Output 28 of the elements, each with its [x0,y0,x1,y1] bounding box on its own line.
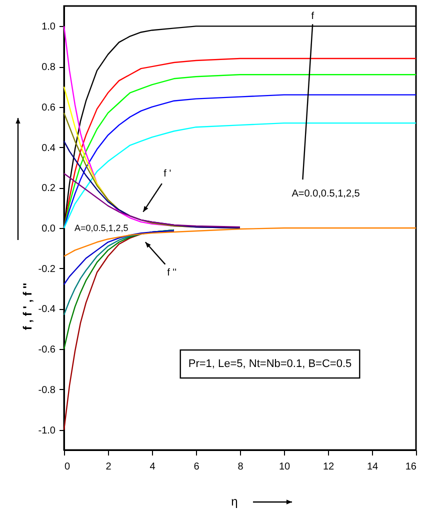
x-tick-label: 16 [405,462,417,472]
annotation: Pr=1, Le=5, Nt=Nb=0.1, B=C=0.5 [188,358,352,370]
y-tick-label: -1.0 [38,425,56,436]
y-tick-label: -0.2 [38,264,56,275]
y-tick-label: 0.4 [42,142,56,154]
x-tick-label: 14 [366,462,378,472]
x-tick-label: 10 [278,462,290,472]
x-axis-title: η [231,494,238,508]
y-tick-label: 1.0 [42,22,56,33]
y-tick-label: 0.6 [42,102,56,114]
annotation: A=0.0,0.5,1,2,5 [292,188,360,200]
annotation: A=0,0.5,1,2,5 [74,223,128,233]
y-axis-title: f , f ' , f '' [20,282,34,330]
y-tick-label: 0.2 [42,183,56,194]
y-tick-label: -0.8 [38,384,56,396]
annotation: f [311,11,314,22]
x-tick-label: 6 [194,462,200,472]
y-tick-label: 0.8 [42,62,56,74]
x-tick-label: 12 [322,462,334,472]
y-tick-label: -0.4 [38,304,56,316]
annotation: f ' [164,168,172,180]
x-tick-label: 0 [64,462,70,472]
annotation: f '' [167,267,177,278]
y-tick-label: 0.0 [42,224,56,234]
x-tick-label: 4 [150,462,156,472]
x-tick-label: 8 [238,462,244,472]
x-tick-label: 2 [106,462,112,472]
y-tick-label: -0.6 [38,344,56,356]
